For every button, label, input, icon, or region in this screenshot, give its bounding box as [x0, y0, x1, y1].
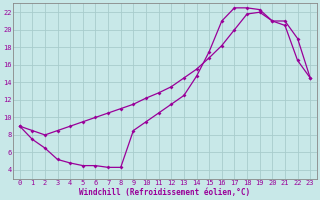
X-axis label: Windchill (Refroidissement éolien,°C): Windchill (Refroidissement éolien,°C): [79, 188, 251, 197]
